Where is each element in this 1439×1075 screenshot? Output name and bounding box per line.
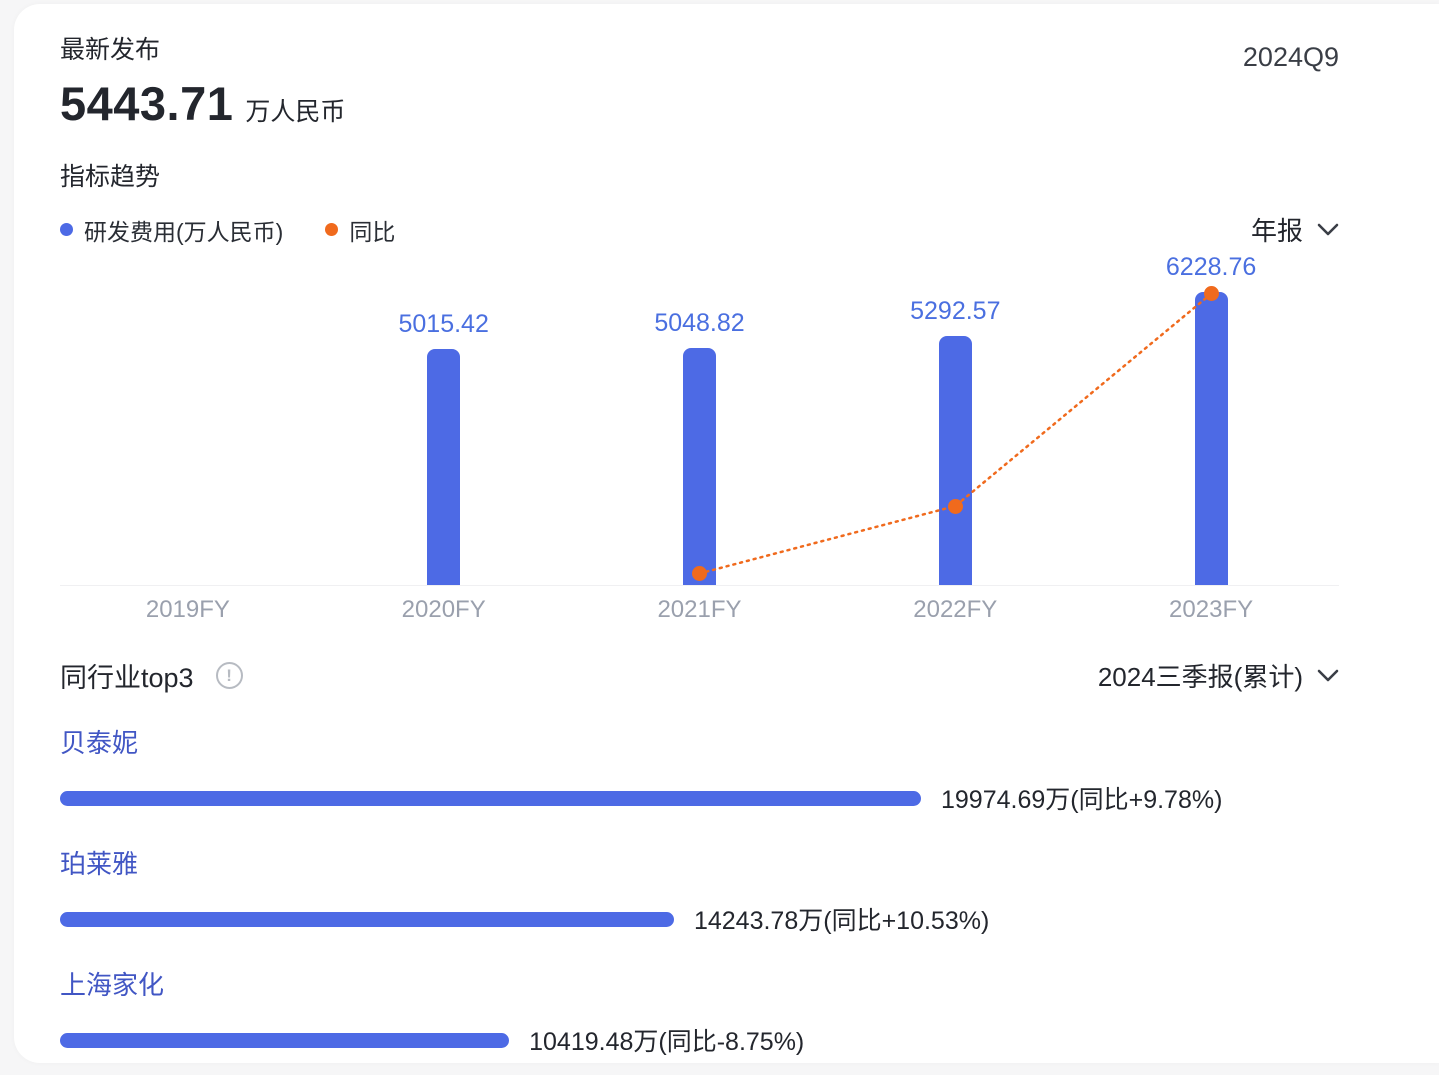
x-axis-label-2020FY: 2020FY [401,596,486,623]
latest-label: 最新发布 [60,36,161,64]
peer-row: 贝泰妮 19974.69万(同比+9.78%) [60,723,1339,816]
peers-period-select[interactable]: 2024三季报(累计) [1098,657,1339,694]
trend-period-select[interactable]: 年报 [1251,211,1339,248]
yoy-dot-2021FY[interactable] [692,566,707,581]
trend-period-select-label: 年报 [1250,216,1303,246]
peer-comparison-list: 贝泰妮 19974.69万(同比+9.78%) 珀莱雅 14243.78万(同比+10… [60,723,1339,1058]
peers-section-title: 同行业top3 [60,663,194,693]
peer-value-label: 14243.78万(同比+10.53%) [693,907,990,935]
x-axis-label-2022FY: 2022FY [913,596,998,623]
x-axis-label-2021FY: 2021FY [657,596,742,623]
info-circle-icon[interactable]: ! [215,662,243,689]
peer-value-bar [60,1032,510,1048]
latest-unit: 万人民币 [245,98,346,126]
yoy-dot-2022FY[interactable] [947,498,963,514]
x-axis-label-2023FY: 2023FY [1169,596,1254,623]
yoy-dot-2023FY[interactable] [1203,286,1219,302]
rnd-expense-bar-2023FY[interactable] [1194,292,1228,585]
legend-label-rnd-expense: 研发费用(万人民币) [84,218,284,245]
rnd-expense-bar-2022FY[interactable] [938,336,972,585]
legend-item-rnd-expense[interactable]: 研发费用(万人民币) [60,213,283,247]
chart-legend: 研发费用(万人民币) 同比 [60,213,395,247]
peer-value-bar [60,911,674,927]
bar-value-label-2020FY: 5015.42 [398,310,489,339]
peer-value-label: 10419.48万(同比-8.75%) [529,1028,805,1056]
peer-name-link[interactable]: 贝泰妮 [60,728,139,758]
rnd-expense-bar-2021FY[interactable] [683,347,716,585]
legend-orange-dot-icon [325,223,339,236]
bar-value-label-2023FY: 6228.76 [1165,253,1257,282]
peer-name-link[interactable]: 上海家化 [60,970,165,1000]
trend-section-title: 指标趋势 [60,163,161,191]
chevron-down-icon [1317,223,1339,237]
report-quarter-badge: 2024Q9 [1242,42,1339,72]
peer-row: 珀莱雅 14243.78万(同比+10.53%) [60,844,1339,937]
peer-row: 上海家化 10419.48万(同比-8.75%) [60,965,1339,1058]
x-axis-labels: 2019FY 2020FY 2021FY 2022FY 2023FY [60,586,1339,634]
x-axis-label-2019FY: 2019FY [145,596,230,623]
peer-value-label: 19974.69万(同比+9.78%) [941,786,1223,814]
legend-blue-dot-icon [60,223,73,236]
bar-value-label-2021FY: 5048.82 [654,308,745,337]
peers-period-select-label: 2024三季报(累计) [1097,662,1303,692]
rnd-expense-bar-2020FY[interactable] [427,349,461,585]
peer-name-link[interactable]: 珀莱雅 [60,849,139,879]
header: 最新发布 5443.71 万人民币 2024Q9 [60,30,1339,131]
latest-value: 5443.71 [60,77,234,130]
legend-label-yoy: 同比 [349,218,396,245]
peer-value-bar [60,790,921,806]
latest-block: 最新发布 5443.71 万人民币 [60,30,345,131]
legend-item-yoy[interactable]: 同比 [325,213,395,247]
metric-panel-card: 最新发布 5443.71 万人民币 2024Q9 指标趋势 研发费用(万人民币)… [14,4,1439,1063]
chevron-down-icon [1317,669,1339,683]
trend-chart: 5015.42 5048.82 5292.57 6228.76 [60,253,1339,586]
bar-value-label-2022FY: 5292.57 [910,297,1001,326]
